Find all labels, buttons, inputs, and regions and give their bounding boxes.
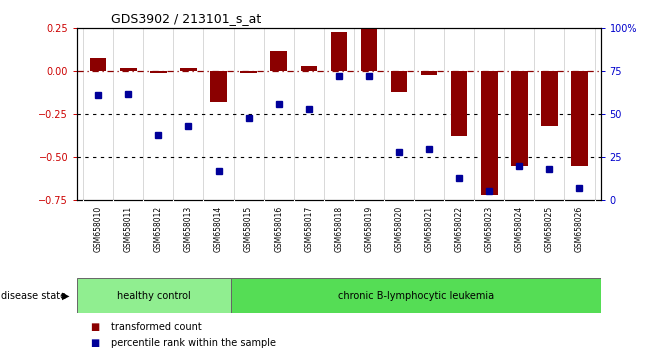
Text: GSM658024: GSM658024: [515, 206, 524, 252]
Text: GSM658012: GSM658012: [154, 206, 163, 252]
FancyBboxPatch shape: [77, 278, 231, 313]
Text: GSM658014: GSM658014: [214, 206, 223, 252]
Bar: [481, 71, 497, 195]
Text: GSM658020: GSM658020: [395, 206, 403, 252]
Text: GSM658016: GSM658016: [274, 206, 283, 252]
Text: GSM658025: GSM658025: [545, 206, 554, 252]
Bar: [210, 71, 227, 102]
Text: ▶: ▶: [62, 291, 69, 301]
Bar: [120, 68, 137, 71]
Bar: [240, 71, 257, 73]
Text: GSM658026: GSM658026: [575, 206, 584, 252]
Text: GSM658015: GSM658015: [244, 206, 253, 252]
Text: percentile rank within the sample: percentile rank within the sample: [111, 338, 276, 348]
Text: GSM658013: GSM658013: [184, 206, 193, 252]
Bar: [180, 68, 197, 71]
Bar: [511, 71, 527, 166]
Text: GSM658018: GSM658018: [334, 206, 344, 252]
Bar: [421, 71, 437, 75]
Text: GSM658011: GSM658011: [124, 206, 133, 252]
FancyBboxPatch shape: [231, 278, 601, 313]
Bar: [90, 57, 107, 71]
Text: GSM658010: GSM658010: [94, 206, 103, 252]
Bar: [270, 51, 287, 71]
Bar: [150, 71, 166, 73]
Text: GSM658021: GSM658021: [425, 206, 433, 252]
Text: chronic B-lymphocytic leukemia: chronic B-lymphocytic leukemia: [338, 291, 494, 301]
Text: healthy control: healthy control: [117, 291, 191, 301]
Text: ■: ■: [91, 322, 100, 332]
Bar: [301, 66, 317, 71]
Text: GSM658019: GSM658019: [364, 206, 374, 252]
Bar: [541, 71, 558, 126]
Text: GSM658022: GSM658022: [455, 206, 464, 252]
Bar: [451, 71, 468, 137]
Text: disease state: disease state: [1, 291, 66, 301]
Text: GSM658017: GSM658017: [304, 206, 313, 252]
Bar: [391, 71, 407, 92]
Text: GDS3902 / 213101_s_at: GDS3902 / 213101_s_at: [111, 12, 261, 25]
Bar: [331, 32, 347, 71]
Bar: [571, 71, 588, 166]
Text: GSM658023: GSM658023: [484, 206, 494, 252]
Bar: [361, 28, 377, 71]
Text: transformed count: transformed count: [111, 322, 201, 332]
Text: ■: ■: [91, 338, 100, 348]
